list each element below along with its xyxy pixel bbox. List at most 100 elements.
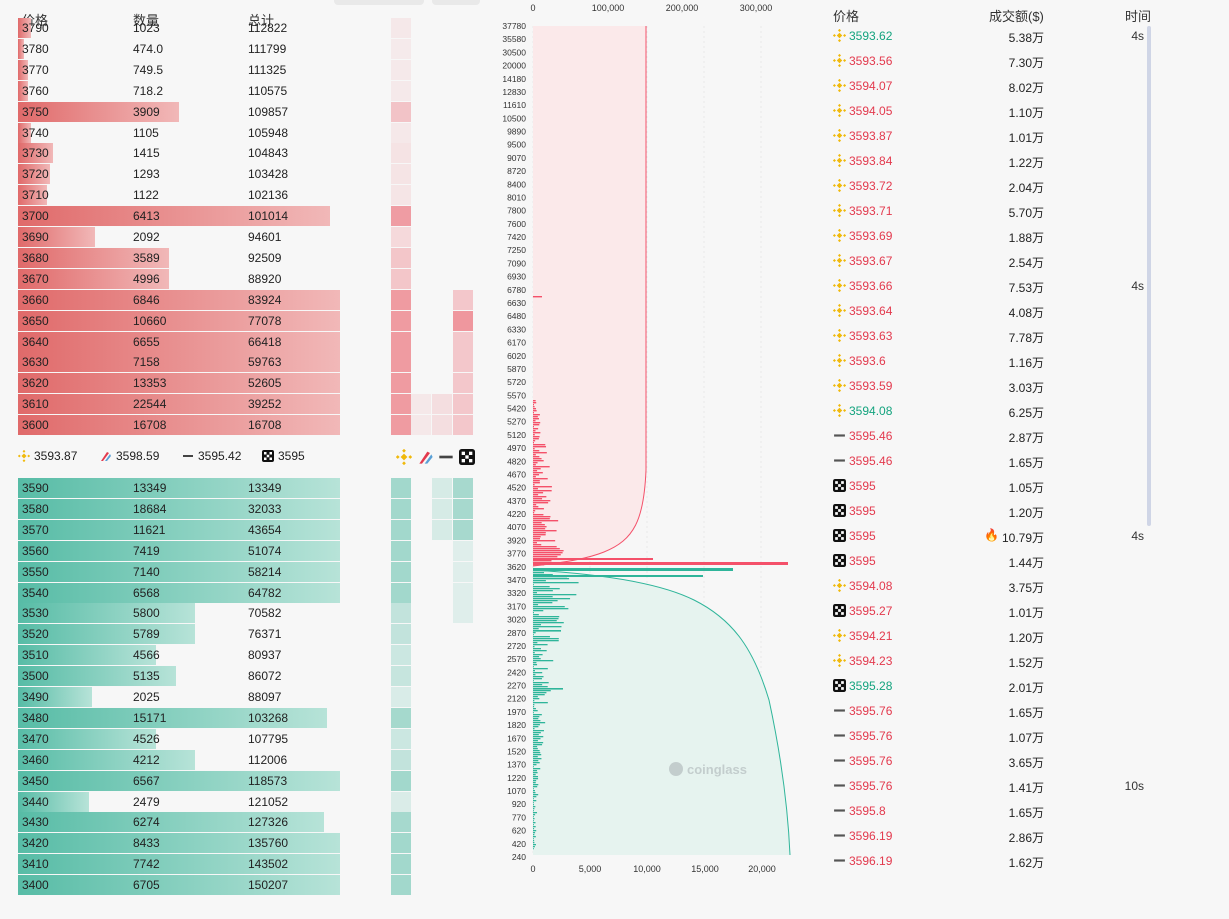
ask-depth-bar xyxy=(533,444,546,446)
ask-row[interactable]: 3600 16708 16708 xyxy=(18,415,340,436)
trade-row[interactable]: 3593.59 3.03万 xyxy=(832,374,1152,399)
bid-row[interactable]: 3430 6274 127326 xyxy=(18,812,340,833)
ask-depth-bar xyxy=(533,400,536,402)
ask-row[interactable]: 3640 6655 66418 xyxy=(18,331,340,353)
bid-row[interactable]: 3410 7742 143502 xyxy=(18,854,340,875)
ask-row[interactable]: 3660 6846 83924 xyxy=(18,289,340,311)
ask-depth-bar xyxy=(533,446,547,448)
bid-qty: 2479 xyxy=(133,794,160,809)
bid-row[interactable]: 3400 6705 150207 xyxy=(18,875,340,896)
bid-row[interactable]: 3470 4526 107795 xyxy=(18,728,340,750)
ask-total: 101014 xyxy=(248,209,289,224)
bid-row[interactable]: 3490 2025 88097 xyxy=(18,687,340,708)
trade-row[interactable]: 3595.27 1.01万 xyxy=(832,599,1152,624)
bid-row[interactable]: 3460 4212 112006 xyxy=(18,749,340,771)
bid-row[interactable]: 3420 8433 135760 xyxy=(18,833,340,854)
trade-row[interactable]: 3593.63 7.78万 xyxy=(832,324,1152,349)
bid-qty: 6567 xyxy=(133,773,160,788)
ask-row[interactable]: 3710 1122 102136 xyxy=(18,185,340,206)
bid-row[interactable]: 3480 15171 103268 xyxy=(18,707,340,729)
ask-depth-bar xyxy=(18,373,340,394)
trade-row[interactable]: 3595.8 1.65万 xyxy=(832,799,1152,824)
bid-row[interactable]: 3500 5135 86072 xyxy=(18,666,340,687)
ask-row[interactable]: 3770 749.5 111325 xyxy=(18,59,340,81)
ask-row[interactable]: 3740 1105 105948 xyxy=(18,122,340,144)
trade-row[interactable]: 3593.72 2.04万 xyxy=(832,174,1152,199)
ask-row[interactable]: 3760 718.2 110575 xyxy=(18,80,340,102)
top-tab[interactable] xyxy=(432,0,480,5)
trade-row[interactable]: 3596.19 2.86万 xyxy=(832,824,1152,849)
heat-cell xyxy=(453,540,473,561)
trade-row[interactable]: 3593.84 1.22万 xyxy=(832,149,1152,174)
ask-row[interactable]: 3700 6413 101014 xyxy=(18,206,340,227)
trade-row[interactable]: 3595.76 3.65万 xyxy=(832,749,1152,774)
ask-row[interactable]: 3630 7158 59763 xyxy=(18,352,340,373)
trade-row[interactable]: 3595.46 2.87万 xyxy=(832,424,1152,449)
trade-row[interactable]: 3593.71 5.70万 xyxy=(832,199,1152,224)
ask-row[interactable]: 3780 474.0 111799 xyxy=(18,38,340,60)
ask-row[interactable]: 3790 1023 112822 xyxy=(18,18,340,39)
trade-row[interactable]: 3593.62 5.38万 4s xyxy=(832,24,1152,49)
trade-row[interactable]: 3595.28 2.01万 xyxy=(832,674,1152,699)
ask-row[interactable]: 3670 4996 88920 xyxy=(18,268,340,290)
trade-price: 3594.08 xyxy=(849,579,893,593)
ask-row[interactable]: 3690 2092 94601 xyxy=(18,227,340,248)
trade-row[interactable]: 3594.07 8.02万 xyxy=(832,74,1152,99)
bid-row[interactable]: 3560 7419 51074 xyxy=(18,540,340,562)
bid-row[interactable]: 3450 6567 118573 xyxy=(18,770,340,792)
ask-row[interactable]: 3680 3589 92509 xyxy=(18,247,340,269)
trade-time: 4s xyxy=(1131,29,1144,43)
trade-row[interactable]: 3595 1.20万 xyxy=(832,499,1152,524)
trades-scrollbar[interactable] xyxy=(1147,26,1151,526)
bid-row[interactable]: 3440 2479 121052 xyxy=(18,791,340,813)
y-tick-label: 3770 xyxy=(507,549,526,559)
ask-row[interactable]: 3750 3909 109857 xyxy=(18,101,340,123)
trade-row[interactable]: 3593.66 7.53万 4s xyxy=(832,274,1152,299)
trade-row[interactable]: 3594.05 1.10万 xyxy=(832,99,1152,124)
bid-price: 3540 xyxy=(22,585,49,600)
bid-depth-bar xyxy=(533,826,536,828)
trade-row[interactable]: 3593.69 1.88万 xyxy=(832,224,1152,249)
ask-row[interactable]: 3720 1293 103428 xyxy=(18,164,340,185)
bid-row[interactable]: 3530 5800 70582 xyxy=(18,603,340,624)
bid-depth-bar xyxy=(533,668,548,670)
ask-depth-bar xyxy=(533,420,536,422)
top-tab[interactable] xyxy=(334,0,424,5)
ask-row[interactable]: 3650 10660 77078 xyxy=(18,310,340,332)
trade-row[interactable]: 3595.46 1.65万 xyxy=(832,449,1152,474)
bid-depth-bar xyxy=(533,618,559,620)
bid-row[interactable]: 3590 13349 13349 xyxy=(18,478,340,499)
trade-row[interactable]: 3595 1.05万 xyxy=(832,474,1152,499)
bid-total: 64782 xyxy=(248,585,282,600)
ask-row[interactable]: 3620 13353 52605 xyxy=(18,373,340,394)
trade-row[interactable]: 3594.21 1.20万 xyxy=(832,624,1152,649)
trade-row[interactable]: 3595 🔥 10.79万 4s xyxy=(832,524,1152,549)
trade-row[interactable]: 3595.76 1.65万 xyxy=(832,699,1152,724)
bid-row[interactable]: 3550 7140 58214 xyxy=(18,561,340,583)
trade-row[interactable]: 3595 1.44万 xyxy=(832,549,1152,574)
ask-row[interactable]: 3610 22544 39252 xyxy=(18,394,340,415)
trade-row[interactable]: 3593.6 1.16万 xyxy=(832,349,1152,374)
bid-row[interactable]: 3580 18684 32033 xyxy=(18,498,340,520)
bid-row[interactable]: 3540 6568 64782 xyxy=(18,582,340,604)
bid-row[interactable]: 3570 11621 43654 xyxy=(18,519,340,541)
bid-row[interactable]: 3520 5789 76371 xyxy=(18,624,340,645)
y-tick-label: 4520 xyxy=(507,483,526,493)
trade-row[interactable]: 3595.76 1.07万 xyxy=(832,724,1152,749)
trade-row[interactable]: 3593.67 2.54万 xyxy=(832,249,1152,274)
trade-row[interactable]: 3594.23 1.52万 xyxy=(832,649,1152,674)
trade-row[interactable]: 3594.08 6.25万 xyxy=(832,399,1152,424)
trade-row[interactable]: 3593.56 7.30万 xyxy=(832,49,1152,74)
trade-row[interactable]: 3596.19 1.62万 xyxy=(832,849,1152,874)
trade-row[interactable]: 3593.87 1.01万 xyxy=(832,124,1152,149)
ask-qty: 7158 xyxy=(133,355,160,370)
bid-depth-bar xyxy=(533,828,535,830)
bid-row[interactable]: 3510 4566 80937 xyxy=(18,645,340,666)
trade-row[interactable]: 3593.64 4.08万 xyxy=(832,299,1152,324)
bid-total: 70582 xyxy=(248,606,282,621)
bid-depth-bar xyxy=(18,707,328,728)
trade-row[interactable]: 3595.76 1.41万 10s xyxy=(832,774,1152,799)
ask-row[interactable]: 3730 1415 104843 xyxy=(18,143,340,164)
trade-row[interactable]: 3594.08 3.75万 xyxy=(832,574,1152,599)
y-tick-label: 4370 xyxy=(507,496,526,506)
